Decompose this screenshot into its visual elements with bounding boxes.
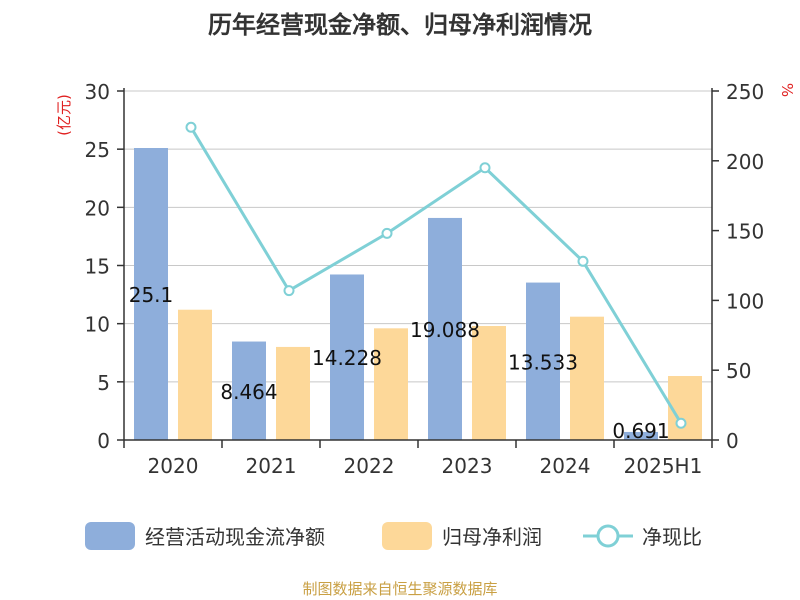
legend-swatch-cashflow — [85, 522, 135, 550]
right-tick-label: 150 — [726, 220, 764, 244]
cashflow-data-label: 13.533 — [508, 350, 578, 374]
ratio-point — [381, 227, 393, 239]
left-tick-label: 15 — [85, 255, 110, 279]
legend-label-ratio: 净现比 — [642, 525, 702, 549]
cashflow-bar — [526, 282, 560, 440]
ratio-point — [479, 162, 491, 174]
x-tick-label: 2024 — [540, 454, 591, 478]
data-labels: 25.1 8.464 14.228 19.088 13.533 0.691 — [129, 283, 670, 443]
cashflow-bar — [232, 341, 266, 440]
left-tick-label: 30 — [85, 80, 110, 104]
legend-label-profit: 归母净利润 — [442, 525, 542, 549]
profit-bar — [374, 328, 408, 440]
ratio-point — [675, 417, 687, 429]
x-tick-label: 2023 — [442, 454, 493, 478]
left-tick-label: 5 — [97, 371, 110, 395]
right-axis-unit: % — [778, 83, 796, 97]
source-note: 制图数据来自恒生聚源数据库 — [302, 580, 497, 598]
cashflow-data-label: 0.691 — [612, 419, 669, 443]
cashflow-bar — [428, 217, 462, 440]
legend: 经营活动现金流净额 归母净利润 净现比 — [85, 522, 702, 550]
ratio-point — [185, 121, 197, 133]
legend-label-cashflow: 经营活动现金流净额 — [145, 525, 325, 549]
left-tick-label: 0 — [97, 429, 110, 453]
cashflow-bar — [624, 431, 658, 440]
x-tick-label: 2021 — [246, 454, 297, 478]
legend-swatch-profit — [382, 522, 432, 550]
x-tick-label: 2025H1 — [624, 454, 703, 478]
left-tick-label: 25 — [85, 138, 110, 162]
grid-lines — [124, 90, 712, 383]
cashflow-bar — [134, 148, 168, 440]
right-tick-label: 250 — [726, 80, 764, 104]
x-tick-label: 2022 — [344, 454, 395, 478]
profit-bar — [570, 316, 604, 440]
profit-bar — [472, 325, 506, 440]
axes: 0 5 10 15 20 25 30 0 50 100 150 200 250 2020 2021 2022 2… — [85, 80, 765, 478]
cashflow-data-label: 8.464 — [220, 380, 277, 404]
cashflow-data-label: 25.1 — [129, 283, 174, 307]
profit-bar — [276, 346, 310, 440]
left-tick-label: 20 — [85, 196, 110, 220]
bars — [134, 148, 702, 440]
profit-bar — [178, 309, 212, 440]
chart-title: 历年经营现金净额、归母净利润情况 — [208, 11, 592, 39]
left-tick-label: 10 — [85, 313, 110, 337]
right-tick-label: 0 — [726, 429, 739, 453]
x-tick-label: 2020 — [148, 454, 199, 478]
cashflow-bar — [330, 274, 364, 440]
cashflow-data-label: 19.088 — [410, 318, 480, 342]
ratio-point — [283, 285, 295, 297]
legend-marker-ratio — [596, 524, 620, 548]
ratio-point — [577, 255, 589, 267]
ratio-line — [185, 121, 687, 429]
right-tick-label: 100 — [726, 289, 764, 313]
left-axis-unit: (亿元) — [55, 94, 73, 136]
cashflow-data-label: 14.228 — [312, 346, 382, 370]
profit-bar — [668, 376, 702, 440]
right-tick-label: 200 — [726, 150, 764, 174]
ratio-line-path — [189, 126, 683, 424]
right-tick-label: 50 — [726, 359, 751, 383]
